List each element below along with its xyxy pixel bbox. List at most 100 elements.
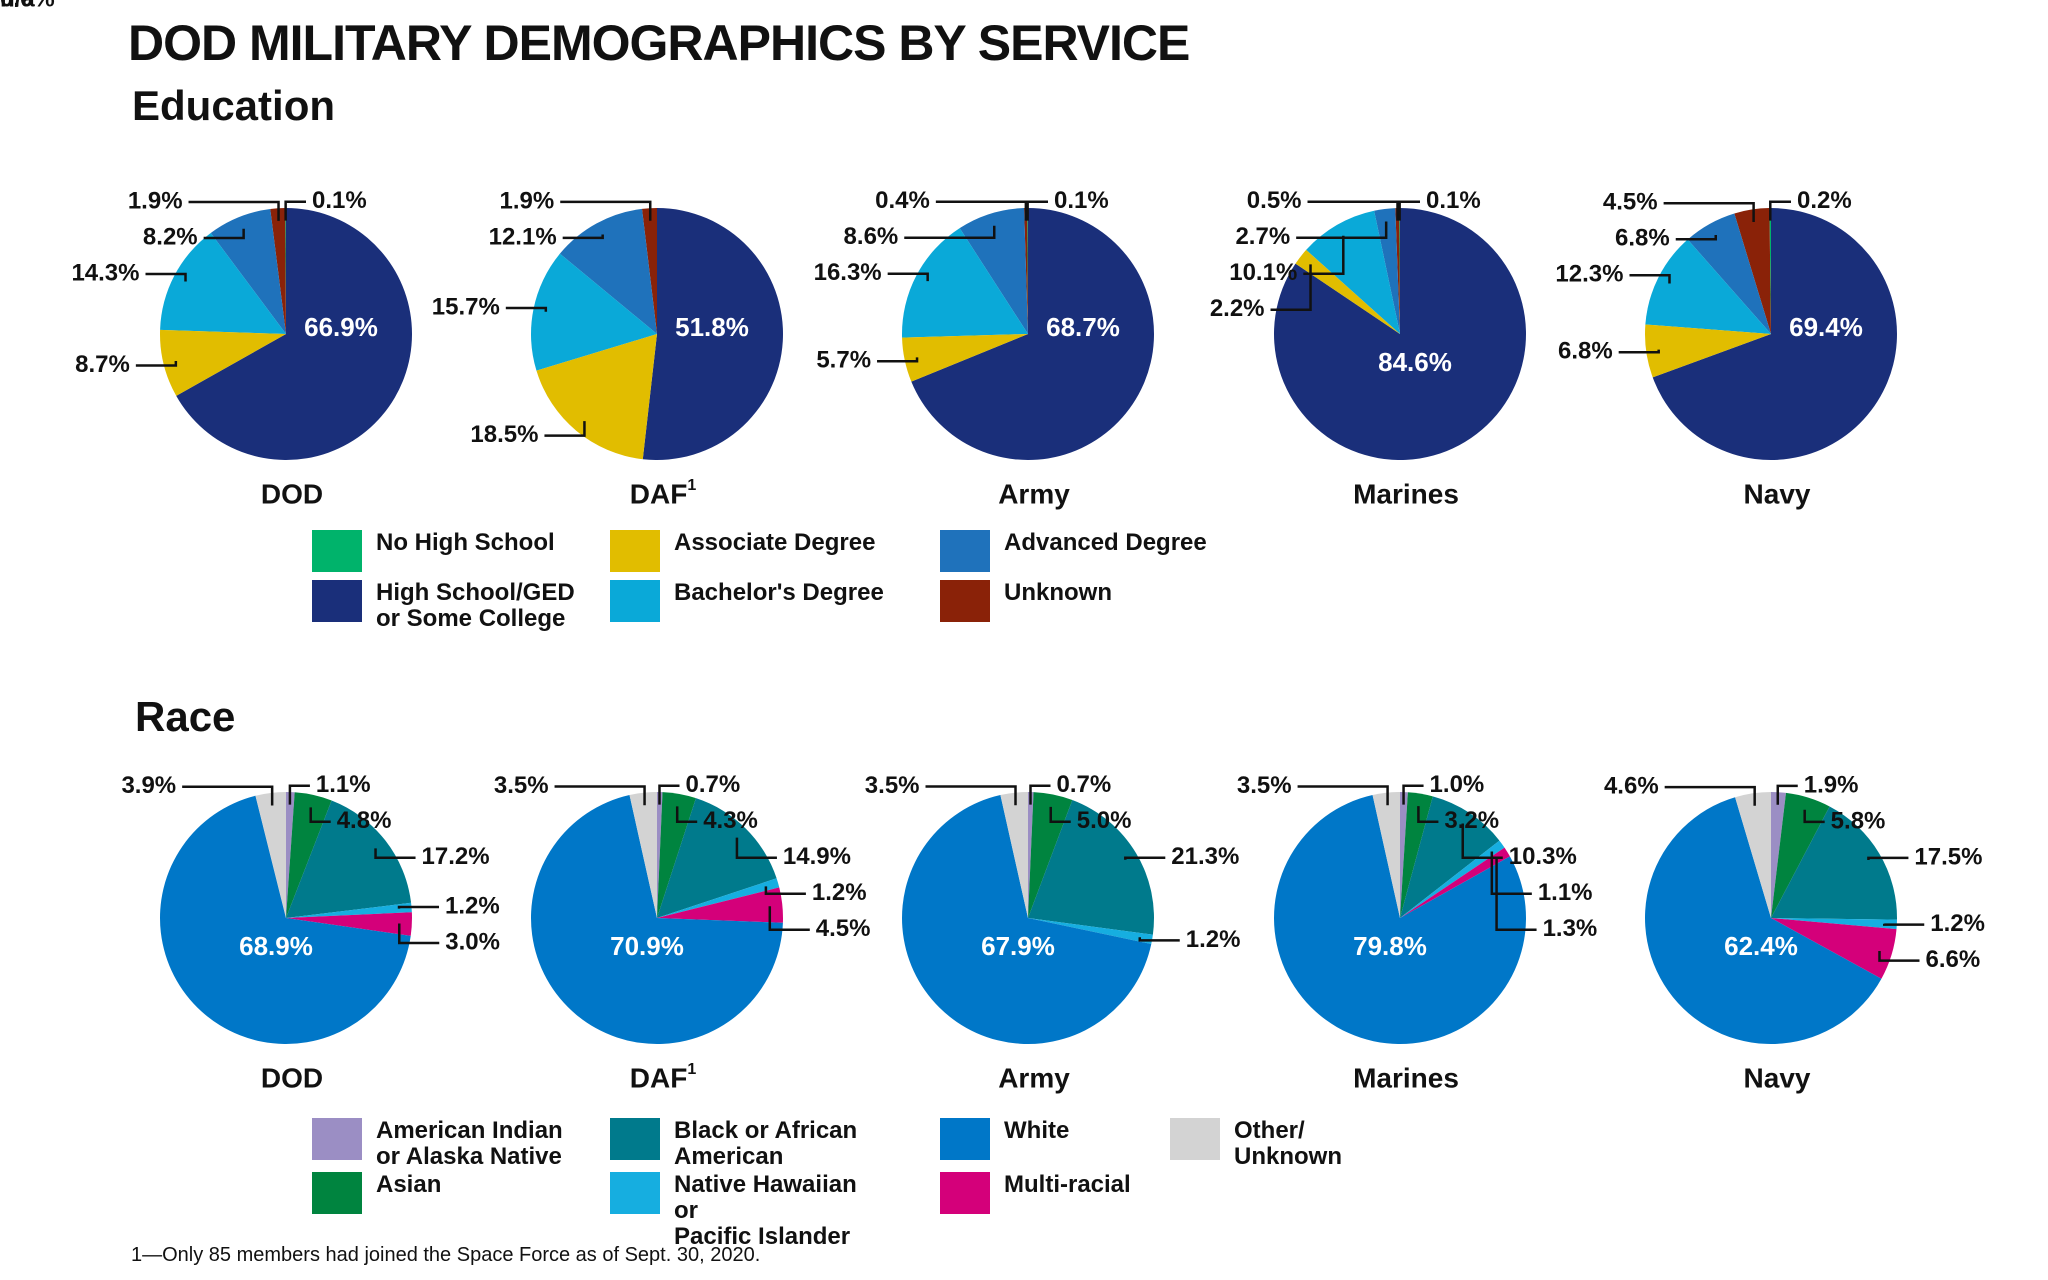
value-label-high_school: 84.6% bbox=[1378, 347, 1452, 377]
leader-line bbox=[887, 272, 929, 282]
slice-other bbox=[629, 792, 657, 918]
leader-line bbox=[935, 200, 1028, 221]
legend-item-asian: Asian bbox=[312, 1172, 586, 1214]
value-label-associate: 6.8% bbox=[1558, 338, 1613, 365]
slice-hawaiian bbox=[657, 878, 780, 918]
leader-line bbox=[1883, 923, 1925, 926]
legend-label: Advanced Degree bbox=[1004, 529, 1207, 556]
value-label-advanced: 8.2% bbox=[143, 223, 198, 250]
slice-high_school bbox=[176, 208, 413, 461]
value-label-american_indian: 0.7% bbox=[685, 771, 740, 798]
pie-education-daf: 51.8% 1.9% 12.1% 15.7% 18.5% 0.0% DAF1 bbox=[0, 0, 783, 509]
leader-line bbox=[1461, 823, 1503, 860]
slice-no_high_school bbox=[1769, 208, 1771, 334]
value-label-hawaiian: 1.2% bbox=[812, 879, 867, 906]
value-label-no_high_school: 0.1% bbox=[312, 187, 367, 214]
value-label-american_indian: 1.0% bbox=[1430, 771, 1485, 798]
value-label-asian: 5.0% bbox=[1077, 807, 1132, 834]
slice-no_high_school bbox=[1027, 208, 1028, 334]
value-label-other: 3.5% bbox=[865, 772, 920, 799]
legend-swatch bbox=[312, 580, 362, 622]
value-label-other: 3.5% bbox=[1237, 772, 1292, 799]
leader-line bbox=[398, 923, 440, 945]
slice-other bbox=[255, 792, 286, 918]
slice-no_high_school bbox=[1399, 208, 1400, 334]
slice-multiracial bbox=[1771, 918, 1897, 979]
value-label-associate: 5.7% bbox=[816, 347, 871, 374]
slice-multiracial bbox=[1400, 847, 1510, 918]
pie-race-navy: 62.4% 4.6% 1.9% 5.8% 17.5% 1.2% 6.6% Navy bbox=[1604, 771, 1985, 1093]
slice-multiracial bbox=[286, 912, 412, 936]
slice-advanced bbox=[1687, 213, 1771, 334]
slice-other bbox=[1000, 792, 1028, 918]
pie-name: DOD bbox=[261, 1062, 323, 1093]
pie-name: Marines bbox=[1353, 478, 1459, 509]
slice-bachelor bbox=[902, 228, 1028, 338]
legend-label: Multi-racial bbox=[1004, 1171, 1131, 1198]
legend-swatch bbox=[610, 1118, 660, 1160]
leader-line bbox=[904, 225, 996, 239]
value-label-high_school: 66.9% bbox=[304, 312, 378, 342]
legend-label: Unknown bbox=[1004, 579, 1112, 606]
footnote: 1—Only 85 members had joined the Space F… bbox=[131, 1244, 761, 1266]
leader-line bbox=[560, 200, 652, 221]
race-section-title: Race bbox=[135, 693, 236, 740]
slice-white bbox=[1274, 795, 1527, 1045]
slice-asian bbox=[286, 792, 332, 918]
leader-line bbox=[1124, 856, 1166, 860]
legend-swatch bbox=[312, 530, 362, 572]
value-label-hawaiian: 1.1% bbox=[1538, 879, 1593, 906]
leader-line bbox=[182, 785, 274, 806]
value-label-bachelor: 16.3% bbox=[814, 259, 882, 286]
slice-white bbox=[901, 795, 1152, 1045]
slice-asian bbox=[1028, 792, 1073, 918]
value-label-no_high_school: 0.0% bbox=[0, 0, 55, 12]
leader-line bbox=[1675, 234, 1717, 241]
education-section-title: Education bbox=[132, 82, 336, 129]
leader-line bbox=[764, 886, 806, 895]
value-label-american_indian: 1.1% bbox=[316, 771, 371, 798]
slice-asian bbox=[1400, 792, 1433, 918]
value-label-high_school: 68.7% bbox=[1046, 312, 1120, 342]
slice-black bbox=[1028, 800, 1154, 935]
value-label-white: 79.8% bbox=[1353, 931, 1427, 961]
slice-american_indian bbox=[1771, 792, 1787, 918]
value-label-high_school: 51.8% bbox=[675, 312, 749, 342]
slice-unknown bbox=[1734, 208, 1771, 334]
value-label-black: 17.2% bbox=[422, 843, 490, 870]
value-label-no_high_school: 0.1% bbox=[1054, 187, 1109, 214]
legend-item-other: Other/ Unknown bbox=[1170, 1118, 1444, 1170]
value-label-asian: 5.8% bbox=[1831, 807, 1886, 834]
value-label-black: 17.5% bbox=[1914, 843, 1982, 870]
leader-line bbox=[309, 807, 331, 824]
legend-swatch bbox=[312, 1172, 362, 1214]
slice-black bbox=[1771, 806, 1897, 920]
legend-swatch bbox=[1170, 1118, 1220, 1160]
slice-asian bbox=[1771, 792, 1830, 918]
leader-line bbox=[658, 784, 680, 805]
leader-line bbox=[925, 785, 1017, 806]
leader-line bbox=[1878, 951, 1920, 962]
slice-high_school bbox=[911, 208, 1154, 460]
legend-item-hawaiian: Native Hawaiian or Pacific Islander bbox=[610, 1172, 884, 1250]
leader-line bbox=[505, 306, 548, 312]
value-label-other: 3.5% bbox=[494, 772, 549, 799]
value-label-black: 10.3% bbox=[1509, 843, 1577, 870]
value-label-asian: 3.2% bbox=[1444, 807, 1499, 834]
value-label-associate: 18.5% bbox=[470, 421, 538, 448]
pie-name: DAF1 bbox=[630, 477, 697, 509]
slice-unknown bbox=[270, 208, 286, 334]
slice-american_indian bbox=[286, 792, 295, 918]
leader-line bbox=[1402, 784, 1424, 805]
slice-bachelor bbox=[160, 232, 286, 334]
value-label-white: 62.4% bbox=[1724, 931, 1798, 961]
pie-race-dod: 68.9% 3.9% 1.1% 4.8% 17.2% 1.2% 3.0% DOD bbox=[121, 771, 500, 1093]
legend-item-multiracial: Multi-racial bbox=[940, 1172, 1214, 1214]
leader-line bbox=[1867, 856, 1909, 860]
value-label-high_school: 69.4% bbox=[1789, 312, 1863, 342]
slice-associate bbox=[536, 334, 657, 460]
value-label-advanced: 2.7% bbox=[1235, 223, 1290, 250]
value-label-advanced: 6.8% bbox=[1615, 225, 1670, 252]
value-label-bachelor: 12.3% bbox=[1555, 261, 1623, 288]
value-label-american_indian: 1.9% bbox=[1804, 771, 1859, 798]
